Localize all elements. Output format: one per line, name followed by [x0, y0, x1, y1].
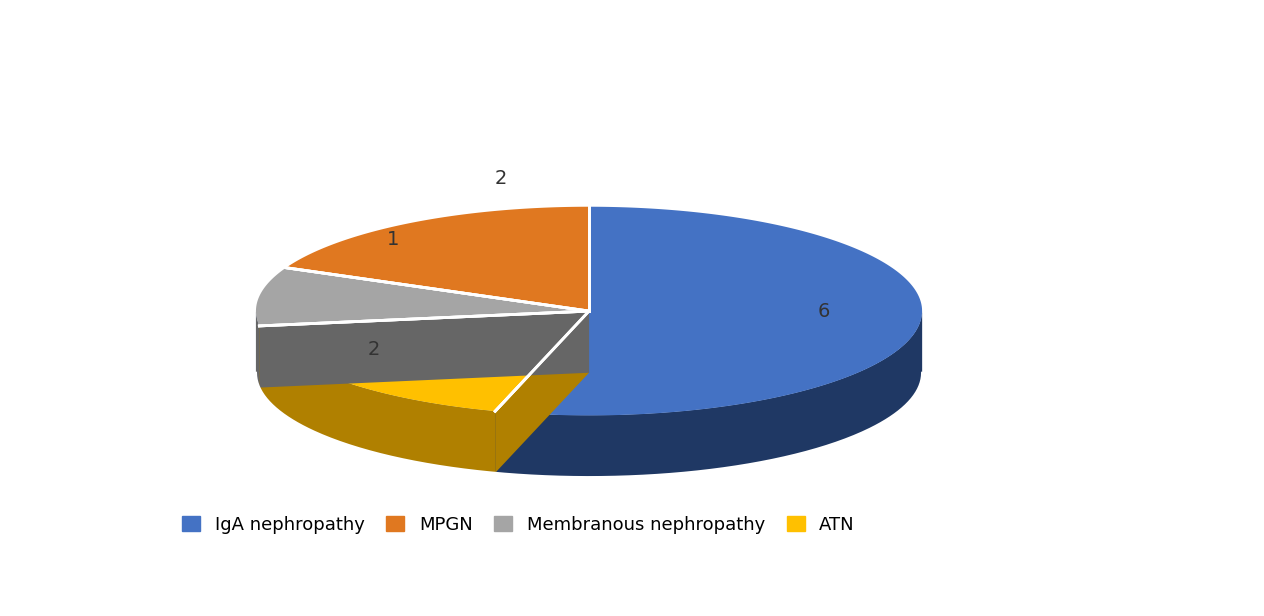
Text: 6: 6: [818, 302, 830, 320]
Legend: IgA nephropathy, MPGN, Membranous nephropathy, ATN: IgA nephropathy, MPGN, Membranous nephro…: [177, 511, 861, 539]
Polygon shape: [259, 311, 589, 411]
Polygon shape: [259, 311, 589, 387]
Polygon shape: [257, 311, 259, 387]
Polygon shape: [255, 311, 923, 477]
Polygon shape: [495, 311, 589, 473]
Polygon shape: [259, 326, 495, 473]
Polygon shape: [259, 311, 589, 387]
Text: 2: 2: [368, 339, 379, 359]
Text: 2: 2: [494, 169, 507, 188]
Polygon shape: [495, 207, 921, 415]
Polygon shape: [257, 268, 589, 326]
Polygon shape: [495, 312, 921, 477]
Polygon shape: [286, 207, 589, 311]
Polygon shape: [495, 311, 589, 473]
Text: 1: 1: [387, 230, 399, 249]
